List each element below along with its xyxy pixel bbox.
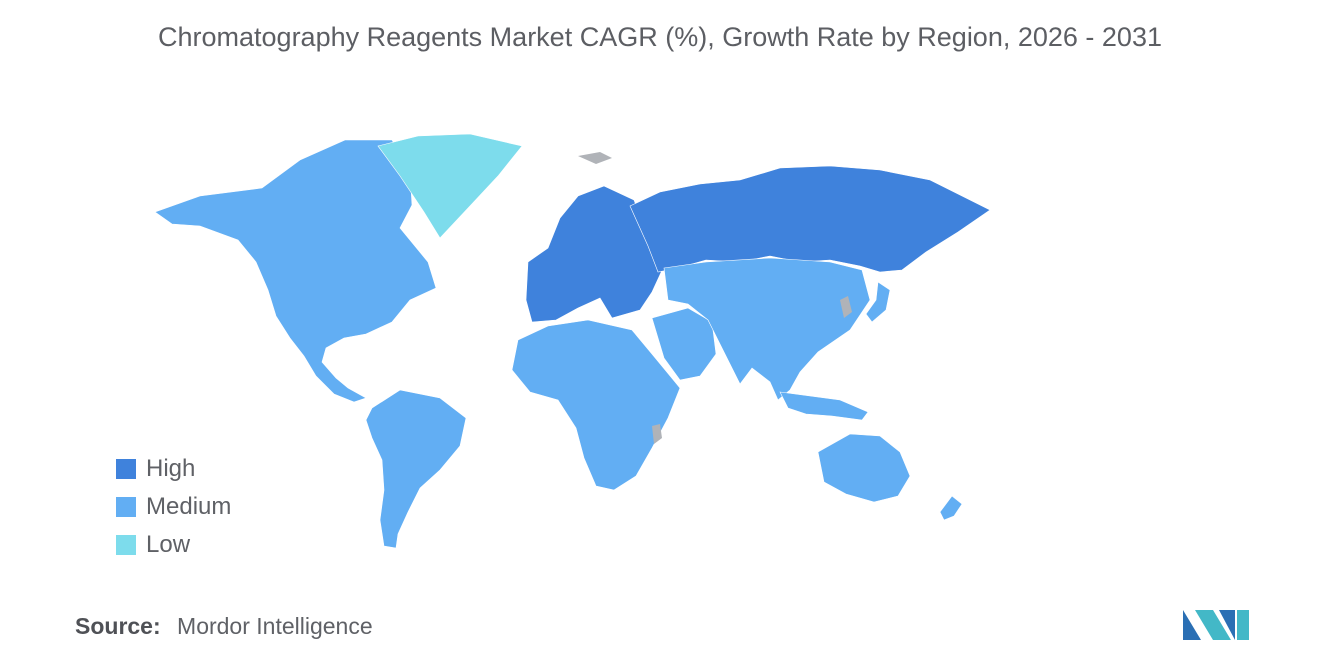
region-new-zealand — [939, 495, 963, 521]
source-label: Source: — [75, 613, 161, 639]
region-north-america — [154, 139, 437, 403]
region-africa — [511, 319, 681, 491]
chart-title: Chromatography Reagents Market CAGR (%),… — [158, 22, 1162, 52]
region-greenland — [377, 133, 523, 239]
legend-label-high: High — [146, 455, 196, 482]
mordor-logo-icon — [1183, 610, 1249, 640]
legend-item-medium: Medium — [116, 488, 231, 526]
region-japan — [865, 281, 891, 323]
legend-swatch-medium — [116, 497, 136, 517]
map-legend: High Medium Low — [116, 450, 231, 564]
no-data-korea — [840, 296, 852, 318]
legend-item-high: High — [116, 450, 231, 488]
region-russia — [629, 165, 991, 273]
region-south-america — [365, 389, 467, 549]
legend-label-medium: Medium — [146, 493, 232, 520]
legend-swatch-high — [116, 459, 136, 479]
legend-label-low: Low — [146, 531, 191, 558]
legend-item-low: Low — [116, 526, 231, 564]
region-southeast-asia — [779, 391, 869, 421]
no-data-madagascar — [652, 424, 662, 444]
no-data-svalbard — [578, 152, 612, 164]
source-credit: Source: Mordor Intelligence — [75, 613, 373, 640]
region-australia — [817, 433, 911, 503]
legend-swatch-low — [116, 535, 136, 555]
region-europe — [525, 185, 665, 323]
source-value: Mordor Intelligence — [177, 613, 373, 639]
region-middle-east — [651, 307, 717, 381]
